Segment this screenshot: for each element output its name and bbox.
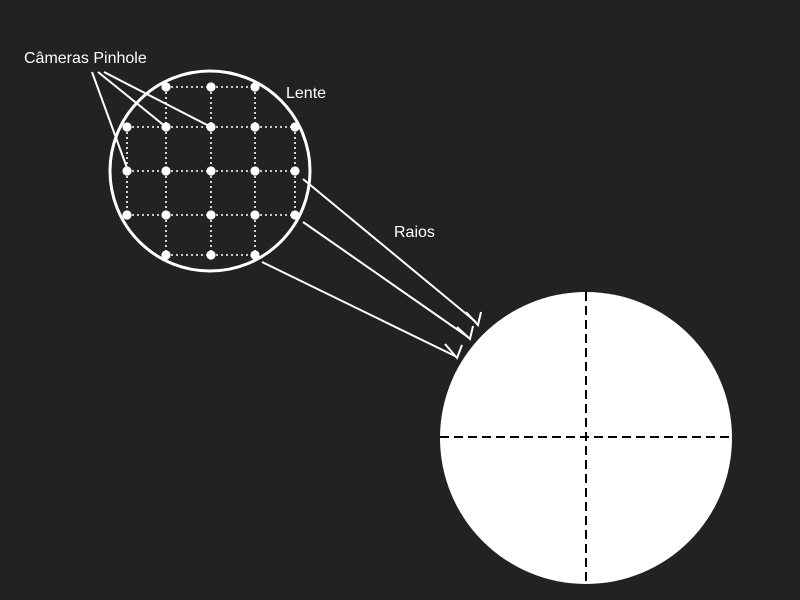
- leader-line-1: [103, 71, 212, 128]
- ray-2: [302, 221, 469, 338]
- lens-label: Lente: [286, 85, 327, 102]
- pinhole-camera-dot: [161, 166, 171, 176]
- leader-line-2: [97, 71, 167, 128]
- pinhole-camera-dots: [122, 82, 300, 260]
- ray-3-arrowhead: [444, 343, 463, 360]
- pinhole-camera-dot: [206, 210, 216, 220]
- pinhole-camera-dot: [290, 122, 300, 132]
- pinhole-cameras-label: Câmeras Pinhole: [24, 50, 147, 67]
- ray-2-arrowhead: [456, 325, 474, 341]
- ray-1: [302, 178, 477, 323]
- pinhole-camera-dot: [122, 210, 132, 220]
- ray-1-arrowhead: [465, 311, 482, 328]
- pinhole-camera-dot: [161, 250, 171, 260]
- pinhole-camera-dot: [161, 82, 171, 92]
- pinhole-camera-dot: [122, 122, 132, 132]
- sensor-axes: [440, 292, 732, 584]
- leader-line-3: [91, 71, 128, 169]
- pinhole-camera-dot: [206, 250, 216, 260]
- pinhole-camera-dot: [290, 166, 300, 176]
- pinhole-camera-dot: [206, 166, 216, 176]
- lens-grid-lines: [126, 86, 296, 256]
- ray-3: [261, 261, 456, 357]
- pinhole-leader-lines: [91, 71, 212, 169]
- pinhole-camera-dot: [250, 122, 260, 132]
- rays-label: Raios: [394, 224, 435, 241]
- pinhole-camera-dot: [206, 82, 216, 92]
- pinhole-camera-dot: [250, 250, 260, 260]
- pinhole-camera-dot: [161, 210, 171, 220]
- pinhole-camera-dot: [250, 166, 260, 176]
- pinhole-camera-dot: [250, 210, 260, 220]
- pinhole-camera-dot: [250, 82, 260, 92]
- lens-circle: [108, 69, 312, 273]
- pinhole-camera-dot: [122, 166, 132, 176]
- rays: [261, 178, 482, 360]
- pinhole-camera-dot: [290, 210, 300, 220]
